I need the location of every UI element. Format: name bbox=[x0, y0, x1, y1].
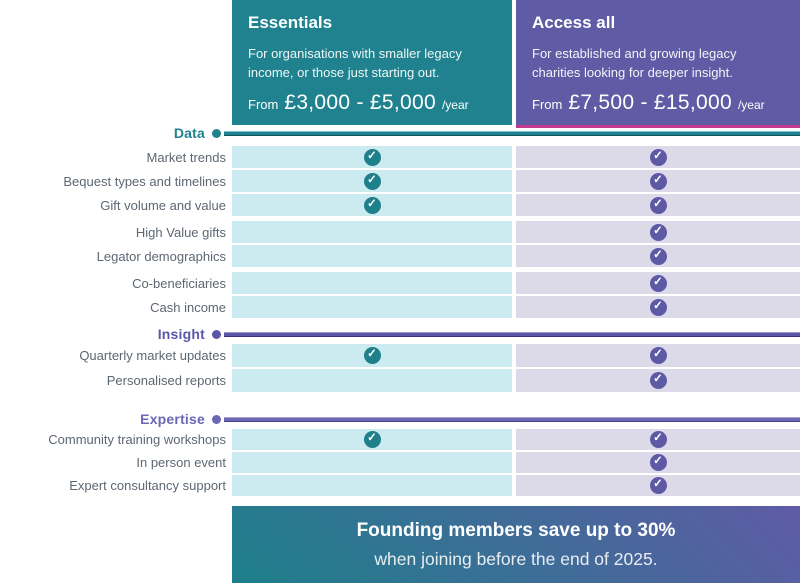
essentials-cell bbox=[232, 221, 512, 243]
check-icon: ✓ bbox=[363, 431, 381, 448]
price-range: £3,000 - £5,000 bbox=[284, 91, 436, 114]
essentials-cell bbox=[232, 245, 512, 267]
feature-label: Legator demographics bbox=[96, 248, 226, 264]
check-icon: ✓ bbox=[649, 477, 667, 494]
price-from-label: From bbox=[532, 97, 563, 112]
plan-header-access-all: Access all For established and growing l… bbox=[516, 0, 800, 125]
access-all-cell: ✓ bbox=[516, 146, 800, 168]
check-icon: ✓ bbox=[649, 298, 667, 316]
essentials-cell: ✓ bbox=[232, 344, 512, 367]
feature-label: Market trends bbox=[146, 149, 226, 165]
access-all-cell: ✓ bbox=[516, 296, 800, 318]
plan-price: From £3,000 - £5,000 /year bbox=[248, 91, 496, 115]
check-icon: ✓ bbox=[649, 372, 667, 389]
check-icon: ✓ bbox=[649, 148, 667, 166]
section-header-data: Data bbox=[0, 124, 800, 142]
plan-header-essentials: Essentials For organisations with smalle… bbox=[232, 0, 512, 125]
essentials-cell bbox=[232, 296, 512, 318]
plan-title: Essentials bbox=[248, 13, 333, 32]
check-icon: ✓ bbox=[363, 172, 381, 190]
feature-label: Co-beneficiaries bbox=[132, 275, 226, 291]
plan-title: Access all bbox=[532, 13, 616, 32]
plan-description: For established and growing legacy chari… bbox=[532, 46, 737, 80]
section-dot-icon bbox=[212, 128, 221, 138]
check-icon: ✓ bbox=[649, 454, 667, 471]
promo-banner: Founding members save up to 30% when joi… bbox=[232, 506, 800, 583]
check-icon: ✓ bbox=[649, 347, 667, 364]
check-icon: ✓ bbox=[649, 172, 667, 190]
price-period: /year bbox=[441, 98, 469, 112]
essentials-cell bbox=[232, 475, 512, 496]
feature-label: Bequest types and timelines bbox=[63, 173, 226, 189]
feature-label: Expert consultancy support bbox=[69, 478, 226, 493]
essentials-cell bbox=[232, 369, 512, 392]
feature-label: Quarterly market updates bbox=[79, 348, 226, 363]
price-from-label: From bbox=[248, 97, 279, 112]
access-all-cell: ✓ bbox=[516, 475, 800, 496]
essentials-cell bbox=[232, 452, 512, 473]
plan-price: From £7,500 - £15,000 /year bbox=[532, 91, 784, 115]
access-all-cell: ✓ bbox=[516, 221, 800, 243]
feature-label: In person event bbox=[136, 455, 226, 470]
access-all-cell: ✓ bbox=[516, 452, 800, 473]
check-icon: ✓ bbox=[649, 196, 667, 214]
feature-label: Community training workshops bbox=[48, 432, 226, 447]
essentials-cell bbox=[232, 272, 512, 294]
check-icon: ✓ bbox=[363, 196, 381, 214]
access-all-cell: ✓ bbox=[516, 429, 800, 450]
essentials-cell: ✓ bbox=[232, 429, 512, 450]
section-header-insight: Insight bbox=[0, 325, 800, 343]
check-icon: ✓ bbox=[649, 274, 667, 292]
essentials-cell: ✓ bbox=[232, 194, 512, 216]
check-icon: ✓ bbox=[363, 347, 381, 364]
check-icon: ✓ bbox=[649, 431, 667, 448]
section-header-expertise: Expertise bbox=[0, 410, 800, 428]
section-divider-line bbox=[224, 130, 800, 136]
check-icon: ✓ bbox=[649, 247, 667, 265]
section-label-data: Data bbox=[173, 125, 205, 141]
access-all-cell: ✓ bbox=[516, 369, 800, 392]
access-all-cell: ✓ bbox=[516, 272, 800, 294]
feature-label: Cash income bbox=[150, 299, 226, 315]
feature-label: High Value gifts bbox=[135, 224, 226, 240]
access-all-header-accent-line bbox=[516, 125, 800, 128]
access-all-cell: ✓ bbox=[516, 170, 800, 192]
promo-title: Founding members save up to 30% bbox=[356, 519, 676, 541]
section-divider-line bbox=[224, 416, 800, 422]
section-divider-line bbox=[224, 331, 800, 337]
check-icon: ✓ bbox=[649, 223, 667, 241]
price-period: /year bbox=[737, 98, 765, 112]
section-dot-icon bbox=[212, 414, 221, 424]
section-label-insight: Insight bbox=[157, 326, 205, 342]
essentials-cell: ✓ bbox=[232, 170, 512, 192]
essentials-cell: ✓ bbox=[232, 146, 512, 168]
feature-label: Gift volume and value bbox=[100, 197, 226, 213]
access-all-cell: ✓ bbox=[516, 344, 800, 367]
section-label-expertise: Expertise bbox=[140, 411, 205, 427]
promo-subtitle: when joining before the end of 2025. bbox=[374, 548, 658, 569]
price-range: £7,500 - £15,000 bbox=[568, 91, 732, 114]
plan-description: For organisations with smaller legacy in… bbox=[248, 46, 462, 80]
feature-label: Personalised reports bbox=[106, 373, 226, 388]
access-all-cell: ✓ bbox=[516, 245, 800, 267]
check-icon: ✓ bbox=[363, 148, 381, 166]
access-all-cell: ✓ bbox=[516, 194, 800, 216]
section-dot-icon bbox=[212, 329, 221, 339]
